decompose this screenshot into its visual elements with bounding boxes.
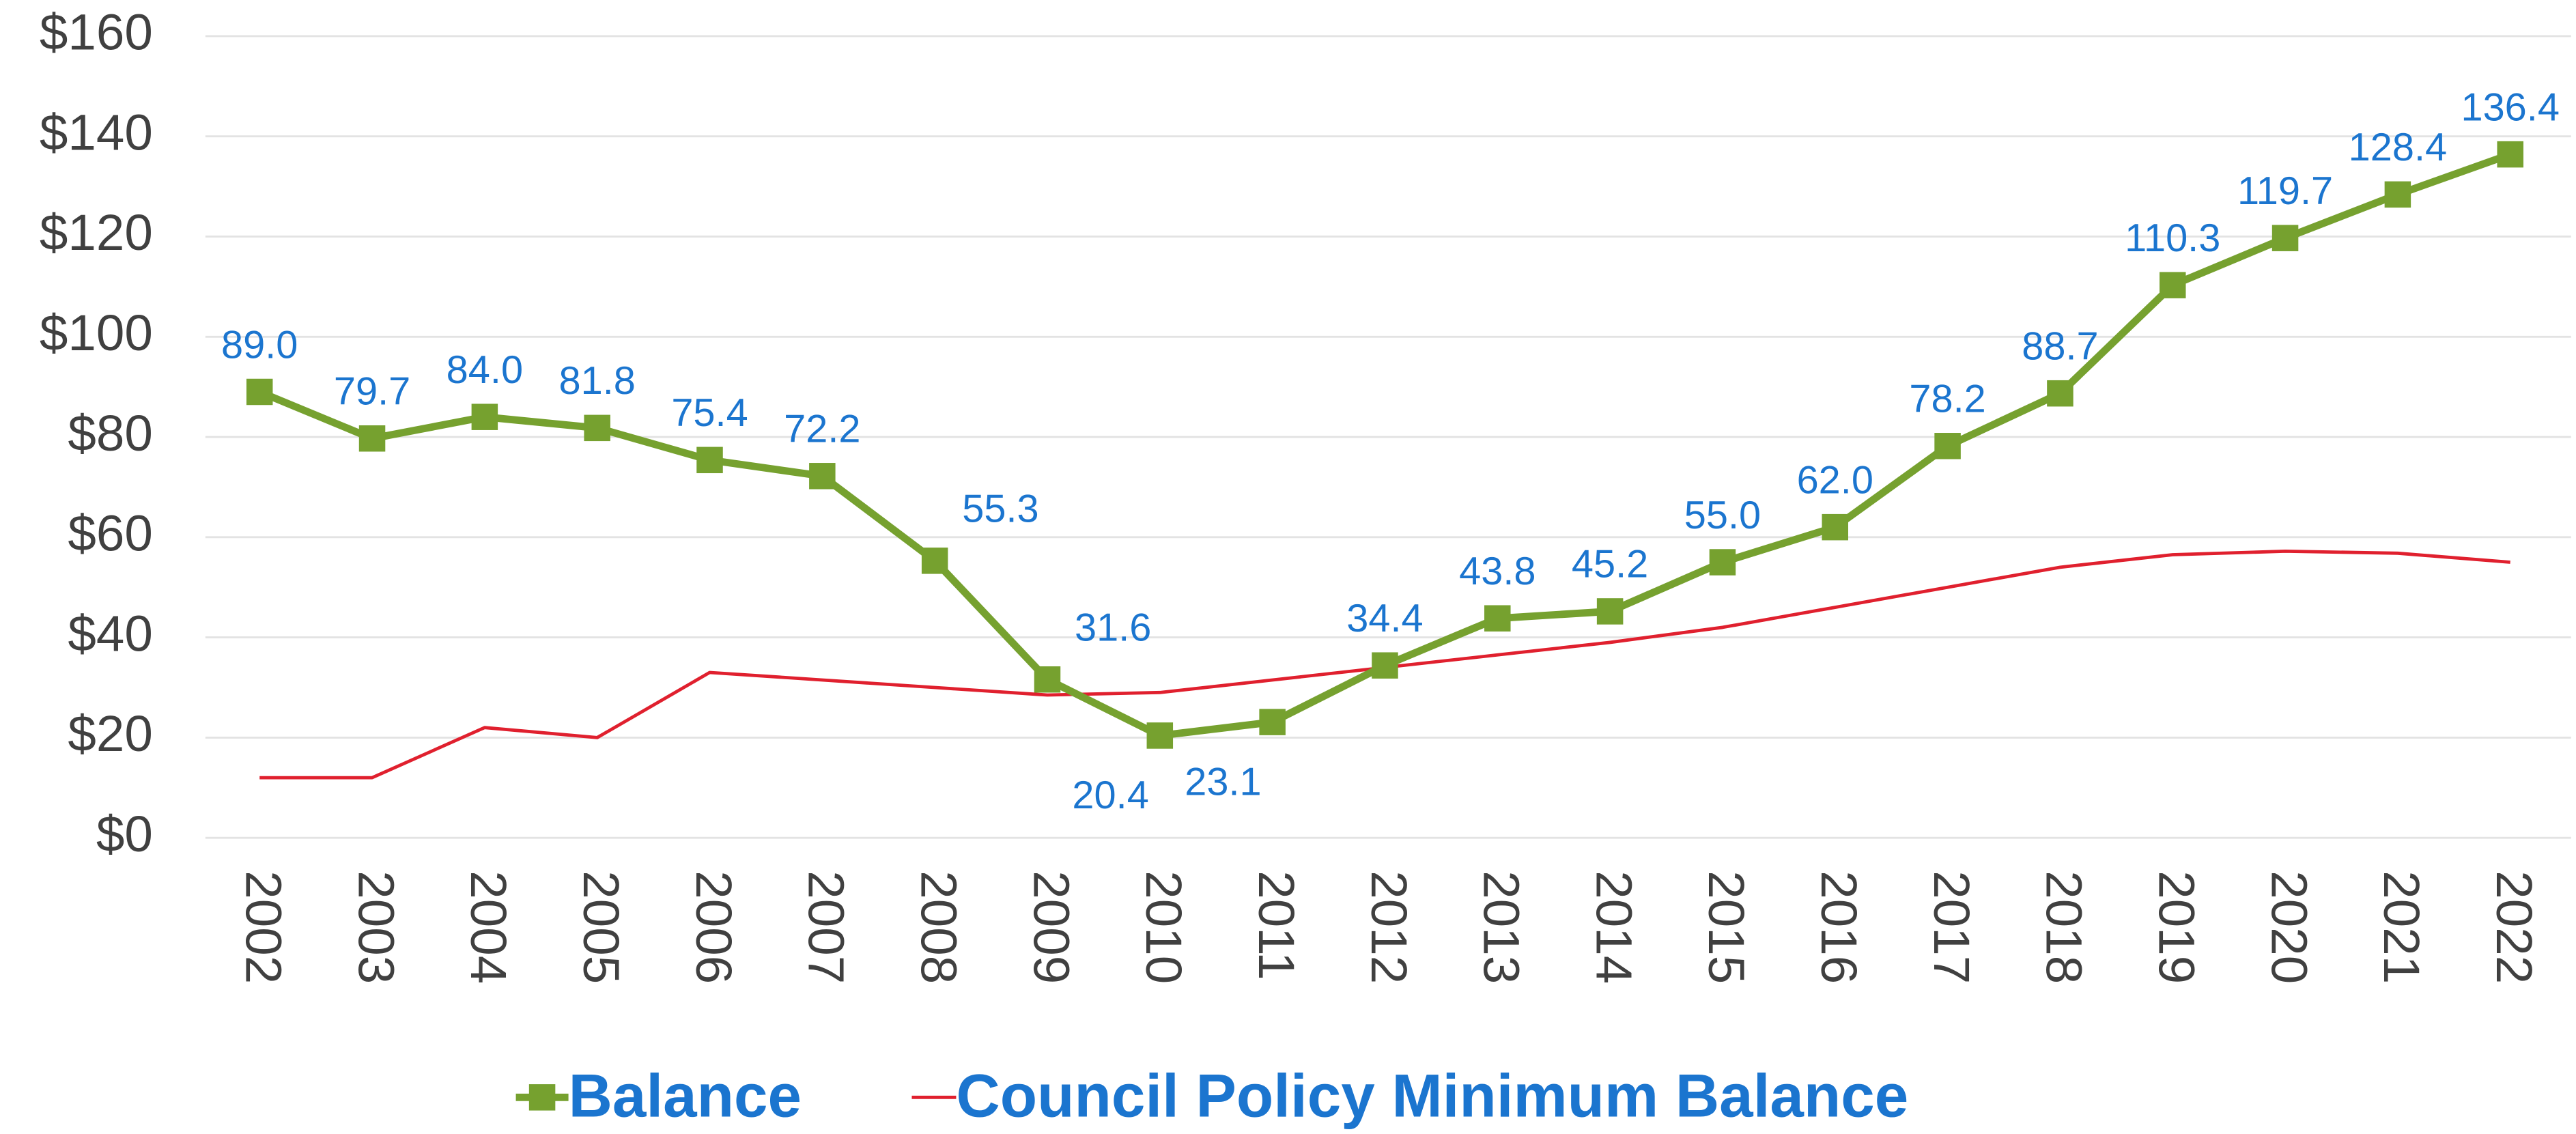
x-tick-label: 2007: [798, 870, 855, 984]
data-label: 81.8: [559, 359, 636, 403]
data-label: 72.2: [784, 408, 860, 451]
x-tick-label: 2020: [2261, 870, 2318, 984]
x-tick-label: 2021: [2373, 870, 2431, 984]
x-tick-label: 2005: [573, 870, 630, 984]
data-label: 110.3: [2125, 216, 2220, 260]
x-tick-label: 2012: [1361, 870, 1418, 984]
x-tick-label: 2018: [2036, 870, 2093, 984]
marker: [2047, 380, 2073, 407]
y-tick-label: $160: [40, 3, 153, 61]
data-label: 119.7: [2237, 169, 2333, 213]
data-label: 128.4: [2349, 126, 2447, 169]
x-tick-label: 2022: [2486, 870, 2543, 984]
x-tick-label: 2011: [1248, 870, 1305, 980]
data-label: 78.2: [1909, 378, 1985, 421]
marker: [471, 403, 498, 430]
x-tick-label: 2009: [1023, 870, 1080, 984]
x-tick-label: 2015: [1698, 870, 1755, 984]
data-label: 55.0: [1684, 494, 1761, 537]
marker: [1146, 722, 1174, 749]
data-label: 88.7: [2022, 324, 2098, 368]
data-label: 20.4: [1072, 774, 1148, 817]
data-label: 55.3: [962, 487, 1038, 530]
marker: [1034, 666, 1061, 693]
marker: [1372, 652, 1398, 679]
y-tick-label: $20: [68, 705, 152, 762]
marker: [2497, 141, 2523, 168]
data-label: 79.7: [334, 370, 410, 414]
y-tick-label: $0: [96, 805, 153, 862]
x-tick-label: 2010: [1135, 870, 1193, 984]
legend-swatch: [528, 1084, 556, 1111]
marker: [809, 463, 836, 490]
x-tick-label: 2017: [1923, 870, 1981, 984]
x-tick-label: 2013: [1473, 870, 1531, 984]
data-label: 23.1: [1185, 760, 1261, 804]
x-tick-label: 2014: [1585, 870, 1643, 984]
data-label: 89.0: [221, 323, 298, 367]
data-label: 62.0: [1797, 458, 1873, 502]
y-tick-label: $120: [40, 203, 153, 261]
x-tick-label: 2002: [236, 870, 293, 984]
y-tick-label: $100: [40, 304, 153, 361]
marker: [2159, 272, 2186, 298]
marker: [1709, 549, 1736, 576]
y-tick-label: $80: [68, 404, 152, 462]
data-label: 31.6: [1075, 606, 1151, 649]
marker: [2384, 181, 2411, 208]
y-tick-label: $140: [40, 103, 153, 160]
marker: [1596, 598, 1624, 625]
data-label: 45.2: [1572, 543, 1648, 586]
x-tick-label: 2003: [348, 870, 405, 984]
data-label: 34.4: [1346, 597, 1423, 640]
data-label: 84.0: [447, 348, 523, 392]
x-tick-label: 2008: [910, 870, 967, 984]
marker: [358, 425, 386, 452]
y-tick-label: $60: [68, 505, 152, 562]
marker: [584, 414, 610, 442]
marker: [2271, 225, 2299, 251]
y-tick-label: $40: [68, 604, 152, 662]
marker: [1259, 709, 1286, 735]
marker: [1934, 433, 1961, 459]
data-label: 43.8: [1459, 550, 1535, 593]
marker: [1484, 605, 1511, 632]
marker: [1822, 513, 1849, 541]
legend-label: Council Policy Minimum Balance: [956, 1062, 1908, 1130]
x-tick-label: 2004: [460, 870, 518, 984]
x-tick-label: 2016: [1811, 870, 1868, 984]
x-tick-label: 2019: [2149, 870, 2206, 984]
x-tick-label: 2006: [685, 870, 743, 984]
marker: [696, 446, 723, 474]
data-label: 136.4: [2461, 85, 2559, 129]
marker: [921, 548, 948, 574]
legend-label: Balance: [569, 1062, 802, 1130]
data-label: 75.4: [671, 391, 748, 435]
marker: [246, 378, 273, 406]
